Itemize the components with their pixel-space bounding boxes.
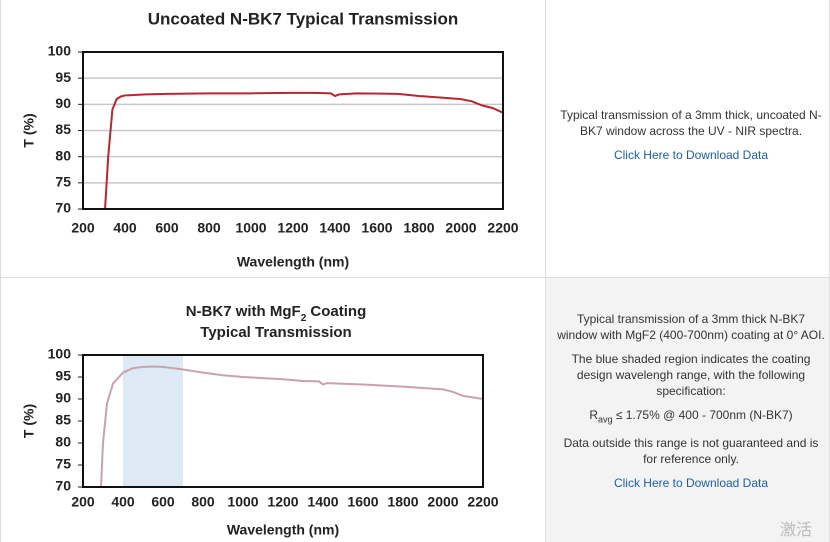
x-tick-label: 2200 <box>467 494 498 510</box>
description-note: The blue shaded region indicates the coa… <box>571 352 811 398</box>
data-line <box>104 91 503 209</box>
x-tick-label: 1800 <box>387 494 418 510</box>
x-tick-label: 1800 <box>403 220 434 236</box>
y-tick-label: 85 <box>55 412 71 428</box>
x-tick-label: 200 <box>71 494 95 510</box>
x-tick-label: 1200 <box>277 220 308 236</box>
desc-bg <box>546 278 830 542</box>
y-tick-label: 80 <box>55 147 71 163</box>
chart-title: N-BK7 with MgF2 Coating <box>186 303 367 324</box>
download-link[interactable]: Click Here to Download Data <box>613 148 769 162</box>
y-tick-label: 100 <box>48 43 72 59</box>
y-tick-label: 70 <box>55 200 71 216</box>
y-tick-label: 75 <box>55 174 71 190</box>
shaded-range <box>123 355 183 487</box>
x-tick-label: 600 <box>151 494 175 510</box>
y-tick-label: 70 <box>55 478 71 494</box>
y-axis-label: T (%) <box>21 404 37 438</box>
download-link[interactable]: Click Here to Download Data <box>613 476 769 491</box>
x-axis-label: Wavelength (nm) <box>237 254 349 270</box>
data-line <box>100 365 483 487</box>
x-tick-label: 2000 <box>445 220 476 236</box>
y-tick-label: 90 <box>55 390 71 406</box>
spec-sub: avg <box>597 414 613 425</box>
x-tick-label: 2200 <box>487 220 518 236</box>
chart-title: Uncoated N-BK7 Typical Transmission <box>148 9 458 28</box>
spec-symbol: R <box>589 408 598 422</box>
charts: Uncoated N-BK7 Typical Transmission 70 75 8… <box>21 9 519 538</box>
y-tick-label: 100 <box>48 346 72 362</box>
x-tick-label: 1600 <box>347 494 378 510</box>
x-tick-label: 1400 <box>307 494 338 510</box>
x-tick-label: 1600 <box>361 220 392 236</box>
x-tick-label: 800 <box>197 220 221 236</box>
disclaimer: Data outside this range is not guarantee… <box>563 436 819 467</box>
x-tick-label: 2000 <box>427 494 458 510</box>
x-tick-label: 1000 <box>227 494 258 510</box>
y-axis-label: T (%) <box>21 113 37 147</box>
plot-frame <box>82 51 504 210</box>
y-tick-label: 85 <box>55 121 71 137</box>
plot-frame <box>82 354 484 488</box>
title-part: Coating <box>306 303 366 320</box>
title-subscript: 2 <box>301 313 307 324</box>
x-tick-label: 200 <box>71 220 95 236</box>
x-tick-label: 1400 <box>319 220 350 236</box>
description: Typical transmission of a 3mm thick, unc… <box>546 107 830 171</box>
specification: Ravg ≤ 1.75% @ 400 - 700nm (N-BK7) <box>556 407 826 427</box>
x-tick-label: 1000 <box>235 220 266 236</box>
col-divider <box>545 0 546 542</box>
y-tick-label: 80 <box>55 434 71 450</box>
left-border <box>0 0 1 542</box>
y-tick-label: 95 <box>55 69 71 85</box>
x-tick-label: 400 <box>111 494 135 510</box>
spec-text: ≤ 1.75% @ 400 - 700nm (N-BK7) <box>612 408 793 422</box>
x-tick-label: 800 <box>191 494 215 510</box>
description: Typical transmission of a 3mm thick N-BK… <box>546 311 830 499</box>
watermark: 激活 <box>780 522 813 539</box>
y-tick-label: 75 <box>55 456 71 472</box>
y-tick-label: 90 <box>55 95 71 111</box>
x-tick-label: 400 <box>113 220 137 236</box>
description-text: Typical transmission of a 3mm thick N-BK… <box>557 312 825 342</box>
x-tick-label: 1200 <box>267 494 298 510</box>
y-tick-label: 95 <box>55 368 71 384</box>
description-text: Typical transmission of a 3mm thick, unc… <box>560 108 822 138</box>
chart-title: Typical Transmission <box>200 324 351 341</box>
x-axis-label: Wavelength (nm) <box>227 522 339 538</box>
title-part: N-BK7 with MgF <box>186 303 301 320</box>
row-divider <box>0 277 830 278</box>
x-tick-label: 600 <box>155 220 179 236</box>
